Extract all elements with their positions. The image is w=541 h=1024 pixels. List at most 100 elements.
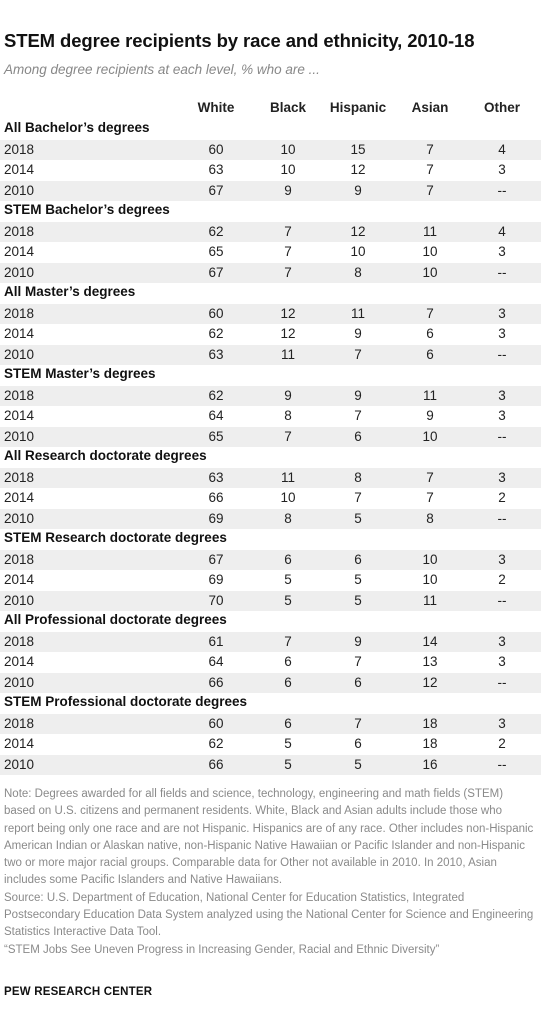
cell-black: 7 bbox=[284, 633, 292, 649]
cell-black: 7 bbox=[284, 244, 292, 259]
group-header: STEM Research doctorate degrees bbox=[0, 529, 541, 550]
group-header: All Research doctorate degrees bbox=[0, 447, 541, 468]
cell-white: 63 bbox=[208, 469, 224, 485]
cell-other: 3 bbox=[498, 305, 506, 321]
cell-white: 62 bbox=[208, 326, 224, 341]
cell-asian: 12 bbox=[422, 674, 438, 690]
cell-hispanic: 15 bbox=[350, 141, 366, 157]
cell-black: 10 bbox=[280, 162, 296, 177]
chart-subtitle: Among degree recipients at each level, %… bbox=[4, 62, 320, 77]
cell-white: 67 bbox=[208, 264, 224, 280]
row-year-label: 2010 bbox=[4, 346, 35, 362]
cell-other: -- bbox=[497, 756, 507, 772]
cell-asian: 7 bbox=[426, 182, 434, 198]
row-year-label: 2014 bbox=[4, 654, 35, 669]
row-year-label: 2018 bbox=[4, 305, 35, 321]
cell-white: 60 bbox=[208, 305, 224, 321]
cell-black: 7 bbox=[284, 223, 292, 239]
cell-hispanic: 6 bbox=[354, 551, 362, 567]
cell-black: 5 bbox=[284, 572, 292, 587]
cell-black: 6 bbox=[284, 654, 292, 669]
row-year-label: 2010 bbox=[4, 264, 35, 280]
cell-black: 12 bbox=[280, 326, 296, 341]
table-row: 2018 60 6 7 18 3 bbox=[0, 713, 541, 734]
cell-asian: 10 bbox=[422, 264, 438, 280]
cell-hispanic: 6 bbox=[354, 674, 362, 690]
cell-hispanic: 10 bbox=[350, 244, 366, 259]
cell-other: 3 bbox=[498, 633, 506, 649]
table-row: 2014 63 10 12 7 3 bbox=[0, 160, 541, 181]
cell-black: 8 bbox=[284, 408, 292, 423]
cell-asian: 6 bbox=[426, 326, 434, 341]
cell-black: 7 bbox=[284, 428, 292, 444]
cell-other: 3 bbox=[498, 162, 506, 177]
cell-black: 8 bbox=[284, 510, 292, 526]
cell-hispanic: 6 bbox=[354, 736, 362, 751]
cell-asian: 14 bbox=[422, 633, 438, 649]
row-year-label: 2014 bbox=[4, 162, 35, 177]
cell-black: 9 bbox=[284, 387, 292, 403]
cell-white: 63 bbox=[208, 162, 224, 177]
cell-black: 11 bbox=[280, 469, 295, 485]
cell-white: 66 bbox=[208, 490, 224, 505]
cell-hispanic: 9 bbox=[354, 182, 362, 198]
cell-hispanic: 12 bbox=[350, 162, 366, 177]
group-label: STEM Research doctorate degrees bbox=[4, 530, 227, 545]
row-year-label: 2014 bbox=[4, 408, 35, 423]
cell-white: 69 bbox=[208, 572, 224, 587]
cell-white: 67 bbox=[208, 182, 224, 198]
table-row: 2010 65 7 6 10 -- bbox=[0, 426, 541, 447]
cell-other: 4 bbox=[498, 223, 506, 239]
cell-asian: 16 bbox=[422, 756, 438, 772]
brand-logo-text: PEW RESEARCH CENTER bbox=[4, 986, 153, 998]
table-row: 2010 69 8 5 8 -- bbox=[0, 508, 541, 529]
cell-other: 3 bbox=[498, 244, 506, 259]
source-text: Source: U.S. Department of Education, Na… bbox=[4, 891, 534, 939]
cell-asian: 18 bbox=[422, 715, 438, 731]
table-row: 2014 64 6 7 13 3 bbox=[0, 652, 541, 673]
cell-black: 11 bbox=[280, 346, 295, 362]
cell-hispanic: 8 bbox=[354, 264, 362, 280]
cell-asian: 6 bbox=[426, 346, 434, 362]
cell-hispanic: 9 bbox=[354, 633, 362, 649]
report-title-text: “STEM Jobs See Uneven Progress in Increa… bbox=[4, 943, 440, 956]
group-header: STEM Master’s degrees bbox=[0, 365, 541, 386]
cell-white: 60 bbox=[208, 141, 224, 157]
table-row: 2010 67 7 8 10 -- bbox=[0, 262, 541, 283]
cell-hispanic: 5 bbox=[354, 510, 362, 526]
cell-hispanic: 7 bbox=[354, 654, 362, 669]
row-year-label: 2010 bbox=[4, 592, 35, 608]
cell-asian: 10 bbox=[422, 428, 438, 444]
column-header-white: White bbox=[197, 100, 235, 115]
cell-black: 5 bbox=[284, 736, 292, 751]
cell-asian: 8 bbox=[426, 510, 434, 526]
cell-hispanic: 9 bbox=[354, 326, 362, 341]
table-row: 2018 60 12 11 7 3 bbox=[0, 303, 541, 324]
cell-hispanic: 7 bbox=[354, 408, 362, 423]
cell-asian: 7 bbox=[426, 162, 434, 177]
cell-black: 10 bbox=[280, 490, 296, 505]
column-header-asian: Asian bbox=[411, 100, 449, 115]
row-year-label: 2014 bbox=[4, 572, 35, 587]
column-header-hispanic: Hispanic bbox=[329, 100, 387, 115]
cell-black: 6 bbox=[284, 551, 292, 567]
group-label: All Professional doctorate degrees bbox=[4, 612, 227, 627]
table-row: 2010 67 9 9 7 -- bbox=[0, 180, 541, 201]
cell-black: 7 bbox=[284, 264, 292, 280]
cell-white: 66 bbox=[208, 674, 224, 690]
cell-other: -- bbox=[497, 346, 507, 362]
row-year-label: 2018 bbox=[4, 223, 35, 239]
table-row: 2014 62 5 6 18 2 bbox=[0, 734, 541, 755]
cell-other: 3 bbox=[498, 551, 506, 567]
cell-asian: 7 bbox=[426, 305, 434, 321]
column-header-black: Black bbox=[269, 100, 307, 115]
group-label: All Master’s degrees bbox=[4, 284, 136, 299]
column-header-other: Other bbox=[483, 100, 520, 115]
cell-white: 64 bbox=[208, 654, 224, 669]
cell-other: 3 bbox=[498, 387, 506, 403]
note-text: Note: Degrees awarded for all fields and… bbox=[4, 788, 534, 887]
cell-black: 9 bbox=[284, 182, 292, 198]
row-year-label: 2018 bbox=[4, 633, 35, 649]
row-year-label: 2010 bbox=[4, 674, 35, 690]
cell-white: 62 bbox=[208, 736, 224, 751]
